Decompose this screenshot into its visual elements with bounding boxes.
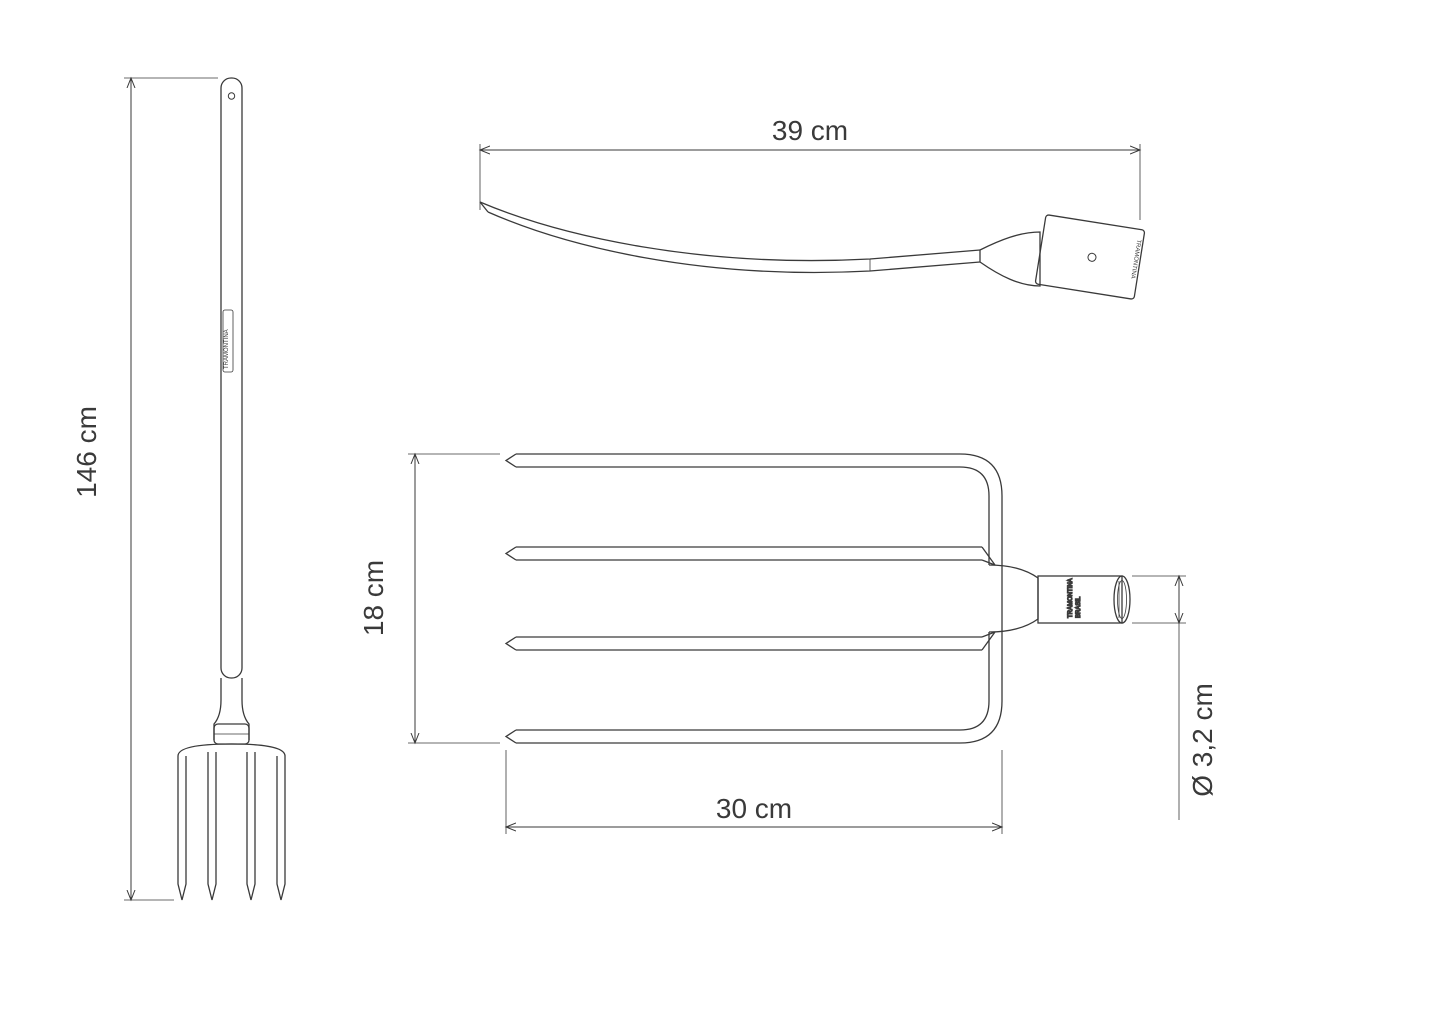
dim-overall-length: 146 cm xyxy=(71,78,218,900)
dim-tine-length-label: 30 cm xyxy=(716,793,792,824)
svg-text:TRAMONTINA: TRAMONTINA xyxy=(1129,239,1141,279)
brand-label: TRAMONTINA xyxy=(224,329,230,369)
dim-overall-length-label: 146 cm xyxy=(71,406,102,498)
dim-ferrule-dia-label: Ø 3,2 cm xyxy=(1187,683,1218,797)
svg-text:BRASIL: BRASIL xyxy=(1076,596,1082,618)
dim-ferrule-dia: Ø 3,2 cm xyxy=(1132,576,1218,820)
svg-text:TRAMONTINA: TRAMONTINA xyxy=(1068,578,1074,618)
dim-tine-span-label: 18 cm xyxy=(358,560,389,636)
view-full-vertical: TRAMONTINA 146 cm xyxy=(71,78,285,900)
dim-head-length-label: 39 cm xyxy=(772,115,848,146)
dim-tine-length: 30 cm xyxy=(506,750,1002,834)
dim-tine-span: 18 cm xyxy=(358,454,500,743)
view-head-side: 39 cm TRAMONTINA xyxy=(480,115,1145,299)
view-head-top: TRAMONTINA BRASIL 18 cm 30 cm Ø 3,2 cm xyxy=(358,454,1218,834)
technical-drawing: TRAMONTINA 146 cm 39 cm xyxy=(0,0,1448,1024)
dim-head-length: 39 cm xyxy=(480,115,1140,220)
